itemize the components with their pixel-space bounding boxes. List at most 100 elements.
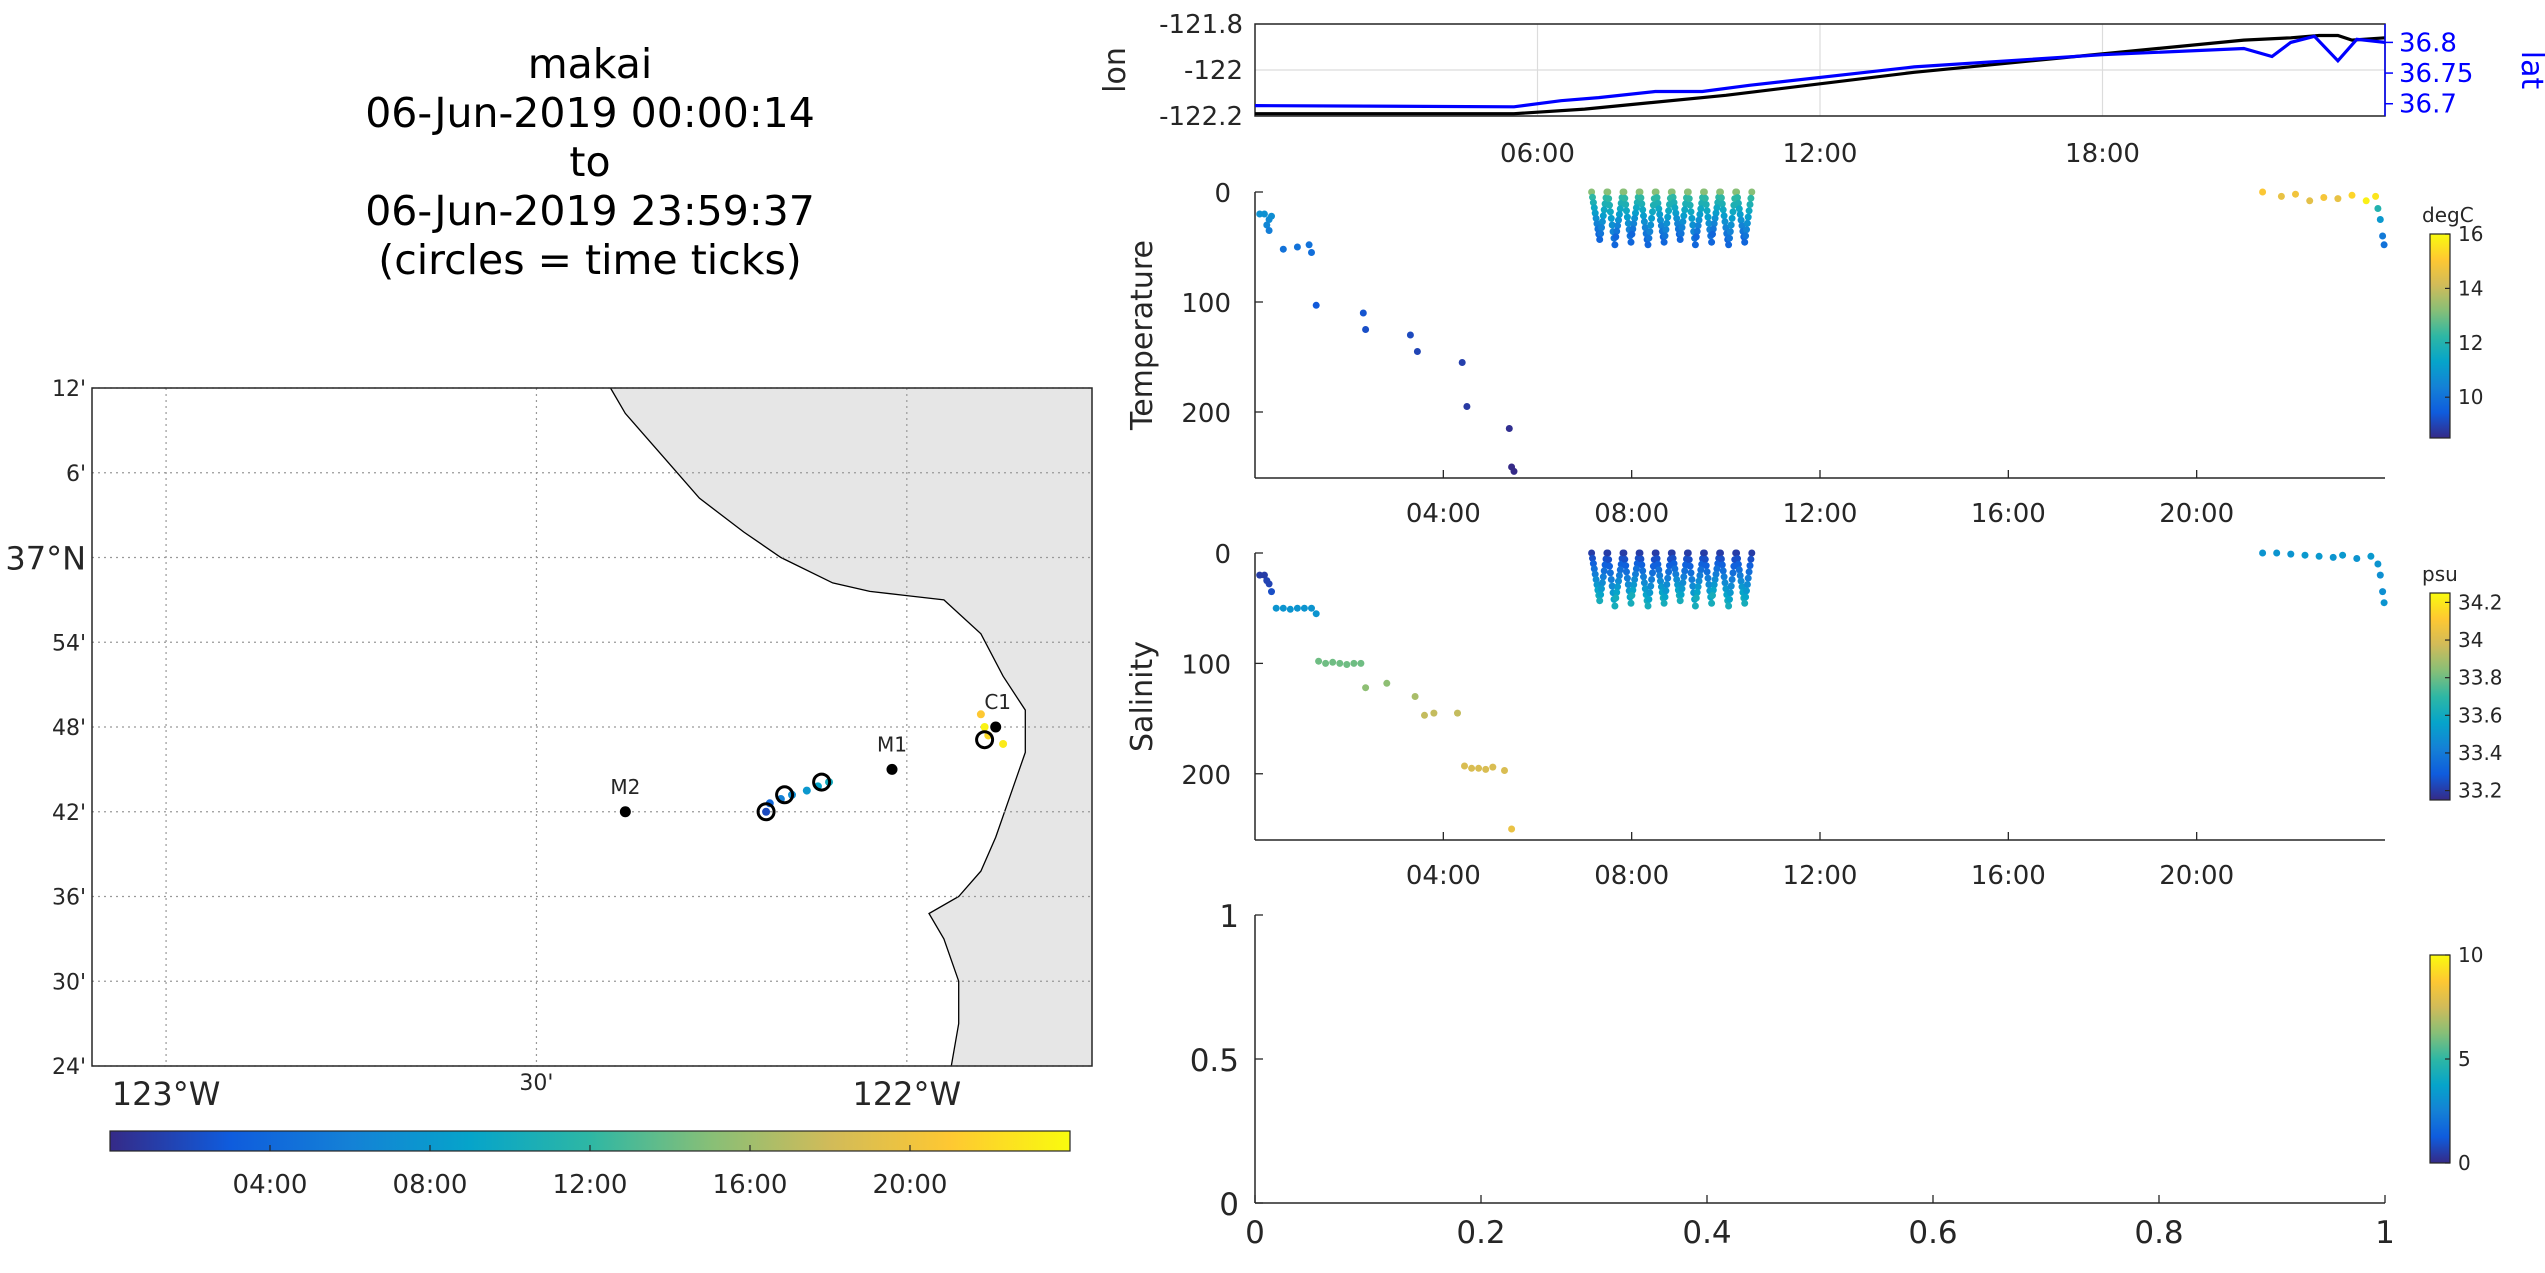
temperature-point bbox=[1648, 214, 1656, 222]
temperature-colorbar-label: 14 bbox=[2458, 276, 2483, 300]
temperature-point bbox=[1458, 359, 1466, 366]
salinity-point bbox=[1350, 659, 1358, 667]
title-line-2: 06-Jun-2019 00:00:14 bbox=[365, 89, 815, 137]
temperature-point bbox=[1279, 245, 1287, 253]
salinity-point bbox=[1743, 587, 1750, 595]
temperature-point bbox=[1637, 194, 1645, 202]
salinity-point bbox=[1703, 568, 1711, 576]
salinity-x-tick-label: 20:00 bbox=[2159, 861, 2234, 891]
salinity-point bbox=[1652, 549, 1660, 557]
temperature-point bbox=[1689, 221, 1697, 229]
temperature-point bbox=[1726, 228, 1734, 236]
temperature-point bbox=[2348, 191, 2356, 199]
salinity-colorbar-label: 33.2 bbox=[2458, 779, 2503, 803]
series-lat bbox=[1254, 34, 2386, 109]
salinity-point bbox=[1623, 568, 1630, 576]
salinity-point bbox=[1691, 602, 1699, 610]
salinity-point bbox=[1736, 572, 1744, 579]
salinity-point bbox=[1686, 562, 1694, 570]
salinity-point bbox=[1468, 764, 1476, 772]
salinity-point bbox=[1655, 566, 1663, 574]
salinity-point bbox=[1720, 573, 1728, 581]
salinity-point bbox=[1742, 593, 1750, 601]
title-line-3: to bbox=[569, 138, 611, 186]
temperature-point bbox=[1701, 194, 1709, 202]
salinity-point bbox=[1713, 565, 1721, 573]
track-point bbox=[802, 786, 811, 795]
salinity-point bbox=[1673, 576, 1681, 583]
temperature-point bbox=[2372, 192, 2380, 200]
track-point bbox=[762, 807, 771, 816]
temperature-point bbox=[1712, 209, 1720, 217]
temperature-point bbox=[1260, 210, 1268, 218]
temperature-point bbox=[1670, 199, 1678, 207]
salinity-point bbox=[1743, 581, 1751, 588]
salinity-point bbox=[1632, 570, 1639, 578]
station-marker bbox=[886, 763, 898, 775]
temperature-point bbox=[1664, 213, 1672, 221]
time-tick-circle bbox=[812, 772, 832, 792]
salinity-point bbox=[1654, 560, 1662, 568]
salinity-point bbox=[1357, 659, 1365, 667]
salinity-point bbox=[2301, 551, 2309, 559]
temperature-point bbox=[1623, 207, 1630, 215]
coastline bbox=[609, 387, 1026, 1067]
salinity-point bbox=[1696, 572, 1704, 579]
temperature-point bbox=[1598, 218, 1606, 226]
temperature-point bbox=[1615, 210, 1623, 218]
salinity-point bbox=[2339, 551, 2347, 559]
salinity-point bbox=[1735, 566, 1743, 574]
salinity-point bbox=[1272, 604, 1280, 612]
salinity-point bbox=[1712, 570, 1720, 578]
temperature-point bbox=[2376, 216, 2384, 223]
temperature-point bbox=[1694, 222, 1702, 230]
temperature-point bbox=[1678, 224, 1686, 232]
salinity-x-tick-label: 04:00 bbox=[1406, 861, 1481, 891]
salinity-point bbox=[1627, 599, 1635, 607]
temperature-point bbox=[1263, 221, 1271, 229]
salinity-point bbox=[1689, 582, 1697, 590]
map-colorbar-label: 20:00 bbox=[873, 1170, 948, 1200]
temperature-point bbox=[1589, 193, 1596, 201]
temperature-colorbar-label: 12 bbox=[2458, 331, 2483, 355]
temperature-point bbox=[1744, 213, 1752, 221]
salinity-point bbox=[1461, 762, 1468, 770]
temperature-point bbox=[1646, 228, 1654, 236]
temperature-point bbox=[1688, 214, 1696, 222]
salinity-point bbox=[2380, 599, 2388, 607]
temperature-point bbox=[1720, 212, 1728, 220]
temperature-point bbox=[1708, 238, 1716, 246]
temperature-point bbox=[1709, 230, 1716, 238]
salinity-point bbox=[1681, 567, 1689, 575]
temperature-point bbox=[1710, 220, 1718, 228]
salinity-point bbox=[2353, 555, 2361, 562]
temperature-point bbox=[1305, 241, 1313, 249]
salinity-point bbox=[1704, 574, 1712, 582]
temperature-point bbox=[1745, 207, 1753, 215]
salinity-point bbox=[1336, 659, 1344, 667]
salinity-point bbox=[1727, 582, 1735, 590]
salinity-point bbox=[2374, 560, 2382, 568]
empty-x-tick-label: 0.6 bbox=[1908, 1215, 1957, 1251]
temperature-point bbox=[1652, 188, 1660, 196]
temperature-point bbox=[1629, 225, 1637, 233]
temperature-y-tick-label: 200 bbox=[1181, 399, 1231, 429]
salinity-point bbox=[1362, 684, 1370, 692]
salinity-point bbox=[1623, 574, 1631, 582]
salinity-point bbox=[1663, 581, 1671, 588]
temperature-point bbox=[1627, 238, 1635, 246]
salinity-point bbox=[1668, 549, 1676, 557]
temperature-point bbox=[1721, 218, 1729, 226]
temperature-point bbox=[1704, 213, 1712, 221]
map-colorbar-label: 08:00 bbox=[393, 1170, 468, 1200]
temperature-point bbox=[1677, 230, 1685, 238]
empty-x-tick-label: 0.2 bbox=[1456, 1215, 1505, 1251]
temperature-point bbox=[1604, 188, 1612, 196]
temperature-point bbox=[1308, 249, 1315, 256]
salinity-point bbox=[1697, 566, 1705, 574]
salinity-point bbox=[1661, 593, 1669, 601]
salinity-point bbox=[1591, 570, 1599, 578]
salinity-point bbox=[1646, 589, 1654, 597]
temperature-point bbox=[1743, 219, 1751, 227]
temperature-point bbox=[2259, 188, 2267, 196]
